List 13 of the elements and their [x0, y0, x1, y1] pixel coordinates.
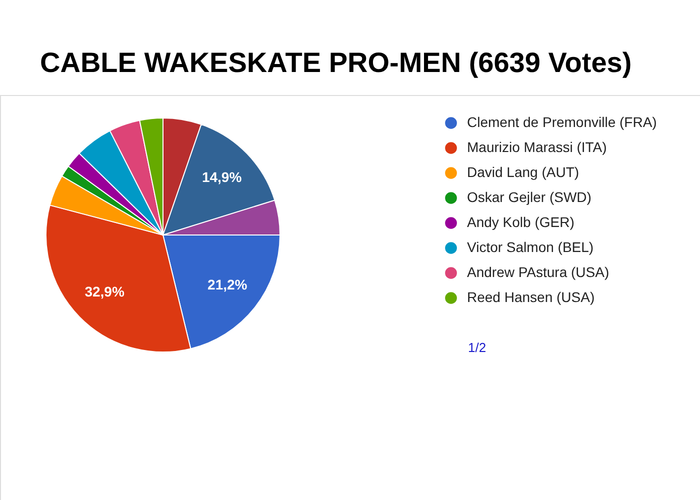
legend-label: Andy Kolb (GER) — [467, 214, 574, 230]
chart-title: CABLE WAKESKATE PRO-MEN (6639 Votes) — [40, 47, 632, 78]
data-label: 32,9% — [84, 283, 125, 300]
data-label: 14,9% — [202, 169, 242, 186]
text: 1/2 — [468, 340, 486, 355]
legend-label: David Lang (AUT) — [467, 164, 580, 180]
legend-label: Reed Hansen (USA) — [467, 289, 595, 305]
data-label: 21,2% — [208, 276, 248, 293]
legend-label: Clement de Premonville (FRA) — [467, 114, 657, 130]
legend-label: Victor Salmon (BEL) — [467, 239, 594, 255]
legend-label: Andrew PAstura (USA) — [467, 264, 610, 280]
legend-label: Oskar Gejler (SWD) — [467, 189, 592, 205]
legend-label: Maurizio Marassi (ITA) — [467, 139, 607, 155]
